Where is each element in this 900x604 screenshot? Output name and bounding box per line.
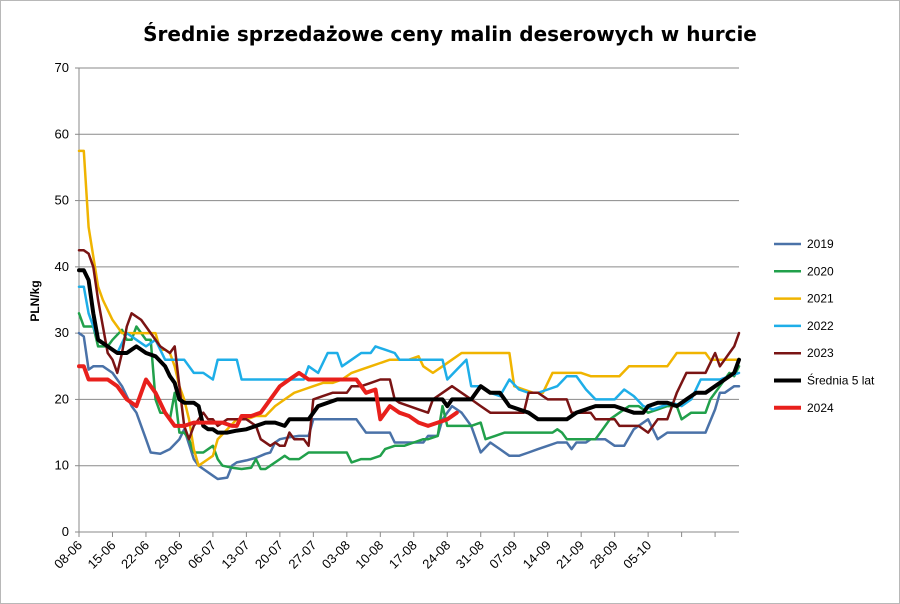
y-tick-label: 50 xyxy=(55,193,69,208)
legend-label: 2020 xyxy=(807,264,834,278)
y-axis-label: PLN/kg xyxy=(28,280,42,321)
x-tick-label: 27-07 xyxy=(285,538,319,572)
x-tick-label: 06-07 xyxy=(185,538,219,572)
legend: 2019 2020 2021 2022 2023 Średnia 5 lat 2024 xyxy=(774,237,875,415)
y-tick-label: 20 xyxy=(55,391,69,406)
legend-label: 2019 xyxy=(807,237,834,251)
x-tick-label: 17-08 xyxy=(386,538,420,572)
chart-title: Średnie sprzedażowe ceny malin deserowyc… xyxy=(143,22,757,46)
x-tick-label: 20-07 xyxy=(252,538,286,572)
x-axis-ticks: 08-06 15-06 22-06 29-06 06-07 13-07 20-07 27-07… xyxy=(51,532,716,572)
y-tick-label: 10 xyxy=(55,458,69,473)
x-tick-label: 07-09 xyxy=(486,538,520,572)
x-tick-label: 29-06 xyxy=(151,538,185,572)
series-line-2024 xyxy=(77,364,459,428)
x-tick-label: 24-08 xyxy=(419,538,453,572)
x-tick-label: 05-10 xyxy=(620,538,654,572)
series-line-2022 xyxy=(77,285,741,411)
series-line-średnia-5-lat xyxy=(77,268,741,435)
x-tick-label: 21-09 xyxy=(553,538,587,572)
x-tick-label: 14-09 xyxy=(520,538,554,572)
x-tick-label: 03-08 xyxy=(319,538,353,572)
x-tick-label: 13-07 xyxy=(218,538,252,572)
y-tick-label: 70 xyxy=(55,60,69,75)
legend-label: Średnia 5 lat xyxy=(807,373,875,388)
gridlines xyxy=(78,67,739,533)
x-tick-label: 08-06 xyxy=(51,538,85,572)
legend-label: 2023 xyxy=(807,346,834,360)
legend-label: 2024 xyxy=(807,401,834,415)
x-tick-label: 28-09 xyxy=(587,538,621,572)
x-tick-label: 10-08 xyxy=(352,538,386,572)
y-tick-label: 60 xyxy=(55,126,69,141)
legend-label: 2021 xyxy=(807,292,834,306)
series-lines xyxy=(77,149,741,481)
legend-label: 2022 xyxy=(807,319,834,333)
y-tick-label: 30 xyxy=(55,325,69,340)
y-tick-label: 40 xyxy=(55,259,69,274)
y-tick-label: 0 xyxy=(62,524,69,539)
x-tick-label: 22-06 xyxy=(118,538,152,572)
y-axis-ticks: 0 10 20 30 40 50 60 70 xyxy=(55,60,79,539)
x-tick-label: 31-08 xyxy=(453,538,487,572)
x-tick-label: 15-06 xyxy=(84,538,118,572)
